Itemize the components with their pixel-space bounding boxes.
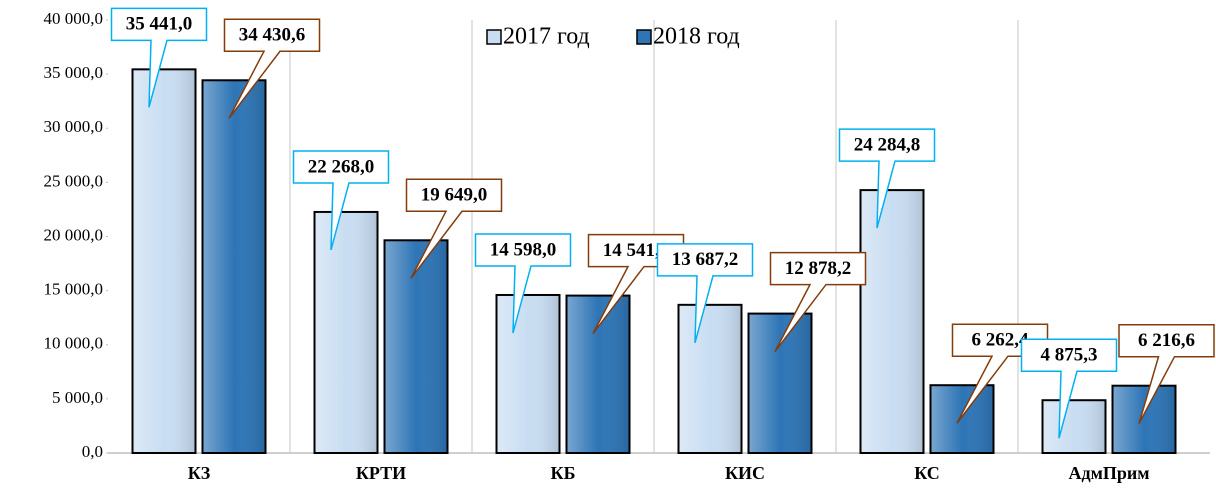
data-label: 12 878,2 bbox=[785, 258, 852, 279]
callout bbox=[656, 243, 754, 344]
x-tick-label: АдмПрим bbox=[1068, 463, 1149, 483]
x-tick-label: КБ bbox=[551, 463, 576, 483]
y-tick-label: 15 000,0 bbox=[44, 280, 104, 299]
bar-shine bbox=[931, 386, 993, 452]
callout bbox=[769, 251, 867, 353]
bar-shine bbox=[1113, 386, 1175, 452]
bar-shine bbox=[679, 305, 741, 452]
bar-shine bbox=[315, 212, 377, 452]
callout bbox=[1020, 338, 1118, 439]
x-tick-label: КРТИ bbox=[356, 463, 406, 483]
callout bbox=[405, 178, 503, 279]
callout bbox=[838, 128, 936, 229]
data-label: 13 687,2 bbox=[672, 249, 739, 270]
data-label: 35 441,0 bbox=[126, 14, 193, 35]
bar-shine bbox=[133, 70, 195, 453]
bar-shine bbox=[749, 314, 811, 452]
y-tick-label: 40 000,0 bbox=[44, 9, 104, 28]
y-tick-label: 30 000,0 bbox=[44, 117, 104, 136]
bar-shine bbox=[861, 191, 923, 452]
y-tick-label: 35 000,0 bbox=[44, 63, 104, 82]
data-label: 6 216,6 bbox=[1138, 330, 1195, 351]
y-tick-label: 5 000,0 bbox=[52, 388, 103, 407]
callout bbox=[1118, 323, 1215, 425]
legend-swatch bbox=[636, 29, 652, 45]
callout bbox=[474, 233, 572, 334]
data-label: 14 598,0 bbox=[490, 239, 557, 260]
legend-label: 2017 год bbox=[503, 24, 590, 50]
x-tick-label: КЗ bbox=[188, 463, 211, 483]
data-label: 14 541,3 bbox=[603, 240, 670, 261]
callout bbox=[110, 7, 208, 108]
bar-shine bbox=[203, 81, 265, 452]
bar-shine bbox=[497, 295, 559, 452]
data-label: 4 875,3 bbox=[1041, 345, 1098, 366]
bar-shine bbox=[567, 296, 629, 452]
data-label: 6 262,4 bbox=[972, 330, 1030, 351]
legend-swatch bbox=[486, 29, 502, 45]
y-tick-label: 20 000,0 bbox=[44, 225, 104, 244]
data-label: 34 430,6 bbox=[239, 25, 306, 46]
y-tick-label: 0,0 bbox=[82, 442, 103, 461]
y-tick-label: 25 000,0 bbox=[44, 171, 104, 190]
callout bbox=[292, 150, 390, 251]
legend-label: 2018 год bbox=[653, 24, 740, 50]
x-tick-label: КС bbox=[914, 463, 940, 483]
data-label: 22 268,0 bbox=[308, 156, 375, 177]
y-tick-label: 10 000,0 bbox=[44, 334, 104, 353]
callout bbox=[223, 18, 321, 119]
data-label: 19 649,0 bbox=[421, 185, 488, 206]
x-tick-label: КИС bbox=[725, 463, 765, 483]
bar-shine bbox=[385, 241, 447, 452]
bar-shine bbox=[1043, 401, 1105, 452]
data-label: 24 284,8 bbox=[854, 134, 921, 155]
